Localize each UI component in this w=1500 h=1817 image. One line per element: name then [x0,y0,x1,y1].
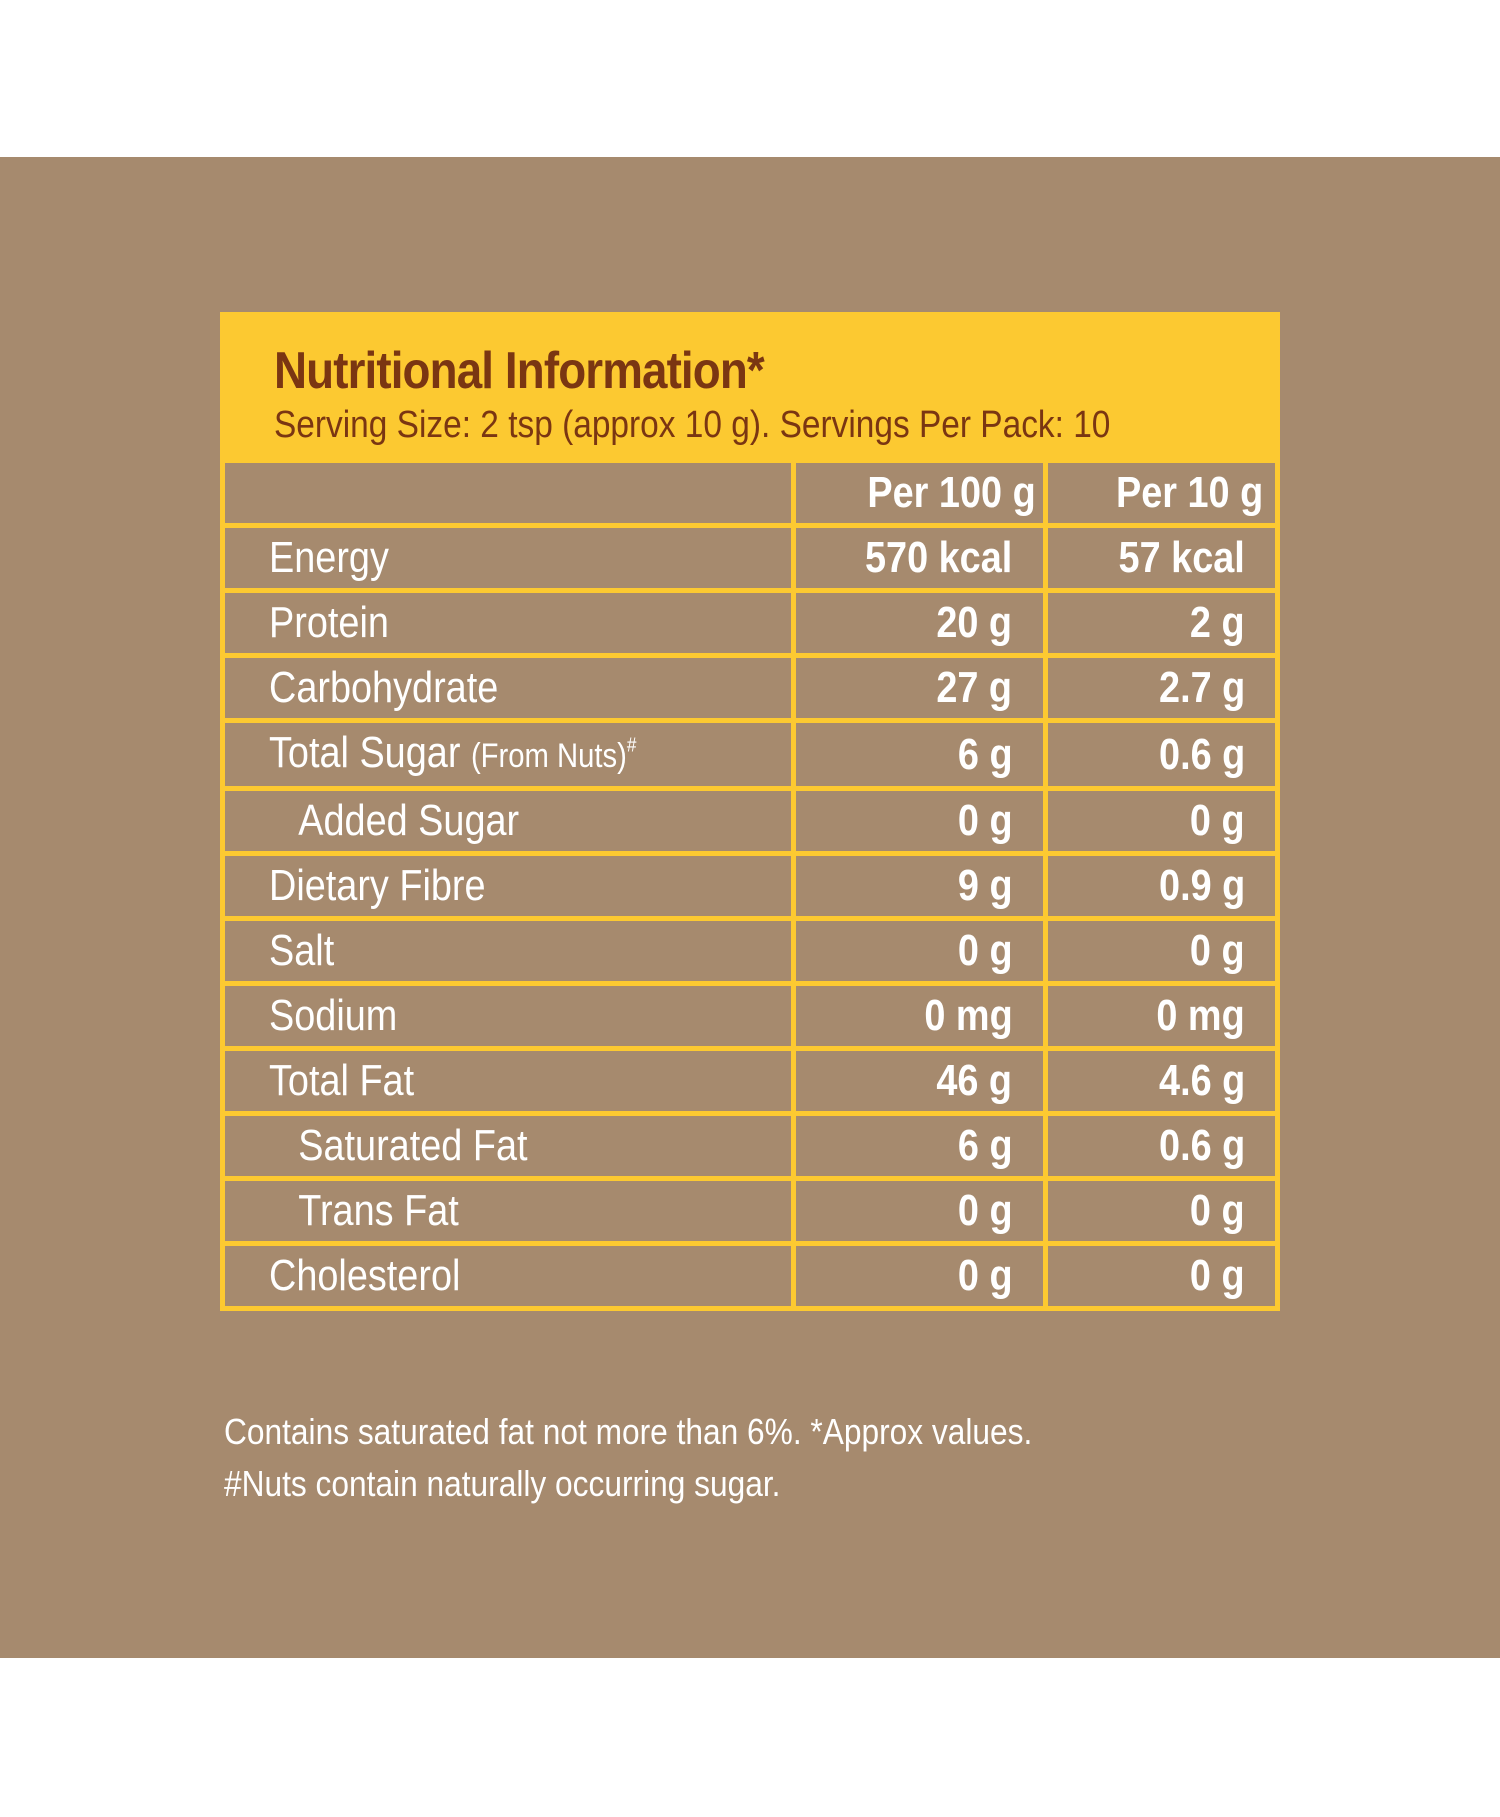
value-per-10g: 0.9 g [1042,851,1275,921]
value-per-100g: 0 g [790,1176,1048,1246]
value-per-10g: 0 g [1042,1241,1275,1306]
serving-size-text: Serving Size: 2 tsp (approx 10 g). Servi… [274,404,1111,446]
value-per-10g: 0 g [1042,786,1275,856]
nutrient-label: Sodium [269,991,398,1040]
nutrient-label: Added Sugar [298,796,520,845]
nutrient-name: Saturated Fat [225,1111,796,1181]
value-per-100g: 9 g [790,851,1048,921]
footnote-line: #Nuts contain naturally occurring sugar. [224,1463,781,1504]
nutrient-name: Energy [225,525,796,593]
value-per-10g: 57 kcal [1042,525,1275,593]
nutrient-name: Salt [225,916,796,986]
nutrient-name: Trans Fat [225,1176,796,1246]
value-per-100g: 0 g [790,786,1048,856]
nutrient-label: Protein [269,598,389,647]
value-per-10g: 0.6 g [1042,718,1275,791]
nutrition-header: Nutritional Information* Serving Size: 2… [225,317,1275,463]
value-per-10g: 0.6 g [1042,1111,1275,1181]
value-per-100g: 570 kcal [790,525,1048,593]
nutrient-name: Total Fat [225,1046,796,1116]
table-row: Dietary Fibre 9 g 0.9 g [225,851,1275,921]
nutrition-table: Per 100 g Per 10 g Energy 570 kcal 57 kcal… [225,463,1275,1306]
value-per-100g: 20 g [790,588,1048,658]
nutrient-label: Total Fat [269,1056,415,1105]
column-header-nutrient [225,463,796,528]
table-row: Total Fat 46 g 4.6 g [225,1046,1275,1116]
nutrient-label: Energy [269,533,389,582]
nutrient-name: Carbohydrate [225,653,796,723]
value-per-100g: 46 g [790,1046,1048,1116]
value-per-10g: 0 mg [1042,981,1275,1051]
table-header-row: Per 100 g Per 10 g [225,463,1275,528]
nutrient-label: Trans Fat [298,1186,459,1235]
footnote-line: Contains saturated fat not more than 6%.… [224,1411,1033,1452]
value-per-100g: 6 g [790,718,1048,791]
nutrition-label: Nutritional Information* Serving Size: 2… [220,312,1280,1311]
nutrient-label: Saturated Fat [298,1121,528,1170]
footnote-marker: # [626,734,637,757]
table-row: Total Sugar (From Nuts)# 6 g 0.6 g [225,718,1275,791]
nutrient-note: (From Nuts) [470,737,627,775]
value-per-10g: 0 g [1042,916,1275,986]
nutrient-name: Sodium [225,981,796,1051]
nutrient-name: Dietary Fibre [225,851,796,921]
value-per-100g: 0 g [790,1241,1048,1306]
value-per-100g: 6 g [790,1111,1048,1181]
table-row: Carbohydrate 27 g 2.7 g [225,653,1275,723]
nutrient-name: Total Sugar (From Nuts)# [225,718,796,791]
table-row: Energy 570 kcal 57 kcal [225,525,1275,593]
footnotes: Contains saturated fat not more than 6%.… [224,1406,1324,1510]
value-per-100g: 0 mg [790,981,1048,1051]
value-per-100g: 0 g [790,916,1048,986]
nutrient-label: Dietary Fibre [269,861,486,910]
nutrient-name: Added Sugar [225,786,796,856]
nutrient-label: Carbohydrate [269,663,499,712]
value-per-10g: 4.6 g [1042,1046,1275,1116]
column-header-per-100g: Per 100 g [790,463,1048,528]
value-per-10g: 0 g [1042,1176,1275,1246]
nutrient-label: Salt [269,926,335,975]
column-header-per-10g: Per 10 g [1042,463,1275,528]
value-per-10g: 2.7 g [1042,653,1275,723]
value-per-10g: 2 g [1042,588,1275,658]
nutrient-label: Cholesterol [269,1251,461,1300]
nutrition-title: Nutritional Information* [274,342,765,400]
nutrient-label: Total Sugar [269,728,461,777]
table-row: Sodium 0 mg 0 mg [225,981,1275,1051]
value-per-100g: 27 g [790,653,1048,723]
nutrient-name: Cholesterol [225,1241,796,1306]
table-row: Saturated Fat 6 g 0.6 g [225,1111,1275,1181]
nutrient-name: Protein [225,588,796,658]
